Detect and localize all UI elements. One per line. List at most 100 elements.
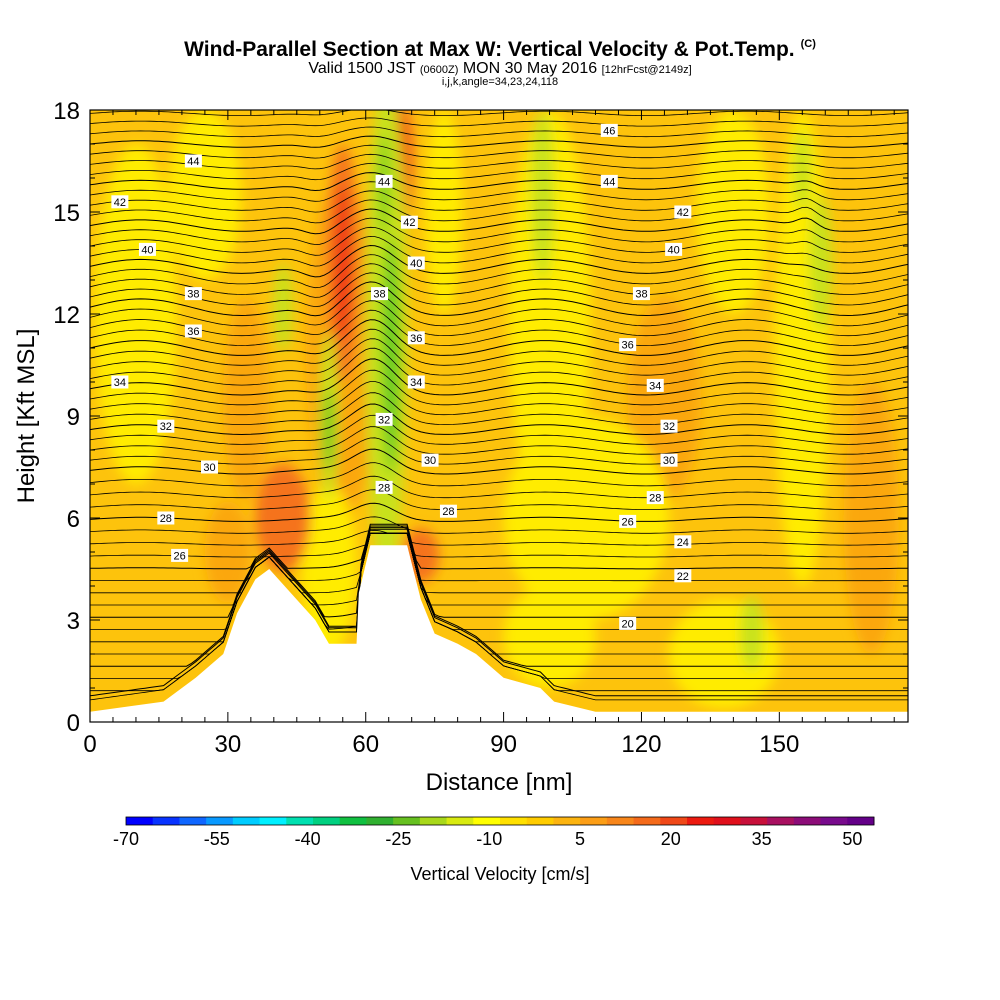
contour-label-box	[660, 453, 678, 467]
contour-label-box	[421, 453, 439, 467]
contour-label: 30	[421, 453, 439, 467]
colorbar-tick-label: -55	[204, 829, 230, 849]
contour-label: 36	[407, 331, 425, 345]
contour-label-box	[660, 419, 678, 433]
contour-label-text: 38	[373, 289, 385, 301]
colorbar-label: Vertical Velocity [cm/s]	[410, 864, 589, 884]
contour-label: 28	[439, 504, 457, 518]
colorbar-swatch	[473, 817, 501, 825]
isentrope-minor	[90, 529, 908, 546]
velocity-region-orange	[204, 501, 251, 603]
velocity-region-yellow-green	[273, 263, 293, 352]
colorbar-swatch	[633, 817, 661, 825]
isentrope-minor	[90, 190, 908, 213]
contour-label-text: 20	[622, 618, 634, 630]
isentrope-minor	[90, 532, 908, 643]
y-tick-label: 18	[53, 98, 80, 125]
colorbar-swatch	[687, 817, 715, 825]
velocity-region-deep-orange	[255, 463, 311, 573]
isentrope-minor	[90, 272, 908, 308]
isentrope-minor	[90, 263, 908, 298]
contour-label: 44	[184, 154, 202, 168]
contour-label-box	[400, 215, 418, 229]
contour-label-box	[157, 419, 175, 433]
velocity-region-yellow	[425, 110, 463, 314]
valid-utc: (0600Z)	[419, 64, 459, 76]
contour-label-text: 28	[442, 506, 454, 518]
contour-label: 30	[200, 460, 218, 474]
isentrope-28	[90, 502, 908, 522]
colorbar-tick-label: -25	[385, 829, 411, 849]
terrain	[90, 545, 908, 722]
isentrope-minor	[90, 414, 908, 445]
colorbar-swatch	[366, 817, 394, 825]
isentrope-minor	[90, 532, 908, 594]
isentrope-46	[90, 135, 908, 148]
isentrope-minor	[90, 300, 908, 337]
contour-label: 34	[407, 375, 425, 389]
contour-label-text: 42	[677, 207, 689, 219]
velocity-region-yellow	[168, 110, 242, 280]
isentrope-22	[90, 527, 908, 667]
colorbar-swatch	[793, 817, 822, 825]
colorbar-tick-label: 5	[575, 829, 585, 849]
contour-label-box	[157, 511, 175, 525]
colorbar-swatch	[259, 817, 287, 825]
colorbar: -70 -55 -40 -25 -10 5 20 35 50	[113, 816, 875, 849]
colorbar-tick-label: -40	[295, 829, 321, 849]
colorbar-swatch	[126, 817, 154, 825]
colorbar-swatch	[820, 817, 848, 825]
isentrope-minor	[90, 153, 908, 170]
contour-label-box	[184, 324, 202, 338]
x-tick-label: 60	[352, 731, 379, 758]
velocity-region-red	[334, 184, 352, 342]
forecast-info: [12hrFcst@2149z]	[601, 64, 692, 76]
colorbar-swatch	[767, 817, 795, 825]
colorbar-swatch	[206, 817, 234, 825]
contour-label: 46	[600, 123, 618, 137]
title-copyright: (C)	[800, 38, 816, 50]
isentrope-40	[90, 244, 908, 278]
x-tick-label: 150	[759, 731, 799, 758]
contour-label-box	[407, 375, 425, 389]
velocity-region-orange	[223, 297, 270, 501]
contour-label: 44	[375, 174, 393, 188]
isentrope-minor	[90, 117, 908, 127]
velocity-region-yellow-green	[794, 130, 811, 212]
isentrope-minor	[90, 126, 908, 138]
contour-label: 44	[600, 174, 618, 188]
contour-label-text: 46	[603, 125, 615, 137]
contour-label: 42	[111, 195, 129, 209]
colorbar-tick-label: -10	[476, 829, 502, 849]
contour-label-text: 36	[622, 340, 634, 352]
contour-label: 22	[674, 569, 692, 583]
contour-label-text: 44	[187, 156, 199, 168]
contour-label-text: 22	[677, 571, 689, 583]
colorbar-swatch	[393, 817, 421, 825]
isentrope-minor	[90, 199, 908, 224]
contour-labels: 46 44 44 44 42 42 42 40 40 40 38 38 38 36 36 36 34 34 34 32…	[111, 123, 692, 630]
contour-label-text: 38	[635, 289, 647, 301]
contour-label-text: 40	[668, 244, 680, 256]
contour-label-text: 24	[677, 537, 689, 549]
x-tick-label: 120	[621, 731, 661, 758]
valid-date: MON 30 May 2016	[462, 60, 598, 77]
contour-label: 20	[619, 616, 637, 630]
contour-label-text: 28	[160, 513, 172, 525]
colorbar-swatch	[660, 817, 688, 825]
isentrope-minor	[90, 369, 908, 406]
isentrope-minor	[90, 338, 908, 376]
isentrope-30	[90, 448, 908, 475]
contour-label: 34	[646, 378, 664, 392]
y-tick-label: 15	[53, 200, 80, 227]
contour-label-box	[619, 338, 637, 352]
chart-title: Wind-Parallel Section at Max W: Vertical…	[0, 38, 1000, 62]
section-params: i,j,k,angle=34,23,24,118	[441, 76, 559, 88]
contour-label: 30	[660, 453, 678, 467]
contour-label: 36	[184, 324, 202, 338]
isentrope-24	[90, 525, 908, 618]
potential-temperature-contours	[90, 110, 908, 701]
contour-label-text: 34	[114, 377, 126, 389]
contour-label-box	[111, 375, 129, 389]
